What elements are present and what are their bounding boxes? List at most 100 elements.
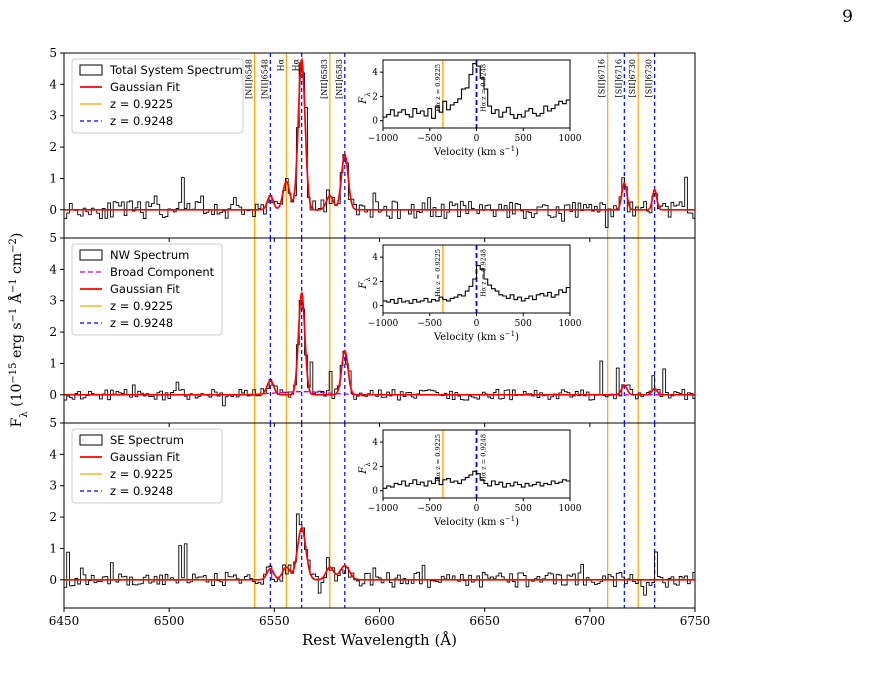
inset-x-label-exp: −1 [505,330,515,338]
inset-y-label: Fλ [358,277,372,290]
legend-label: z = 0.9225 [110,97,173,111]
y-label-close: ) [9,233,25,238]
legend-label: z = 0.9248 [110,316,173,330]
line-label: [NII]6548 [260,59,269,99]
legend-label: Gaussian Fit [110,80,180,94]
y-tick-label: 0 [49,388,57,402]
y-label-exp: −15 [8,362,19,383]
inset-z1-label: Hα z = 0.9225 [434,434,442,482]
inset-y-label: Fλ [358,462,372,475]
legend-box [71,58,244,134]
y-axis-label: Fλ (10−15 erg s−1 Å−1 cm−2) [7,233,30,428]
inset-y-tick-label: 0 [372,117,378,127]
x-tick-label: 6650 [469,614,500,628]
legend-label: SE Spectrum [110,433,184,447]
line-label: Hα [292,58,301,71]
inset-x-tick-label: 500 [515,134,532,144]
x-tick-label: 6750 [680,614,711,628]
legend-box [71,428,223,504]
legend: SE Spectrum Gaussian Fit z = 0.9225 z = 0.9… [71,428,223,504]
inset-y-tick-label: 2 [372,462,378,472]
y-tick-label: 2 [49,510,57,524]
inset-z1-label: Hα z = 0.9225 [434,64,442,112]
inset-z2-label: Hα z = 0.9248 [480,249,488,297]
page-number: 9 [842,7,853,27]
inset-spectrum [383,265,570,304]
inset-y-tick-label: 2 [372,92,378,102]
line-label: [NII]6548 [245,59,254,99]
x-tick-label: 6450 [49,614,80,628]
legend: Total System Spectrum Gaussian Fit z = 0.9… [71,58,244,134]
x-axis-label: Rest Wavelength (Å) [302,631,457,649]
legend-swatch-spectrum [79,64,103,76]
y-tick-label: 4 [49,447,57,461]
inset-z2-label: Hα z = 0.9248 [480,64,488,112]
y-tick-label: 4 [49,77,57,91]
inset-x-tick-label: 1000 [559,504,582,514]
gaussian-fit-line [64,291,695,396]
y-label-lambda: λ [19,411,30,418]
inset-panel: 0 2 4 −1000 −500 0 500 1000 Velocity (km s−1) Fλ H… [358,59,582,158]
legend-label: Total System Spectrum [109,63,243,77]
inset-x-tick-label: 1000 [559,134,582,144]
x-tick-label: 6500 [154,614,185,628]
legend-label: z = 0.9248 [110,114,173,128]
legend-label: NW Spectrum [110,248,189,262]
spectrum-line [64,513,695,596]
inset-panel: 0 2 4 −1000 −500 0 500 1000 Velocity (km s−1) Fλ H… [358,244,582,343]
inset-y-tick-label: 2 [372,277,378,287]
inset-x-label: Velocity (km s−1) [433,145,519,158]
y-tick-label: 3 [49,294,57,308]
line-label: Hα [276,58,285,71]
y-tick-label: 0 [49,573,57,587]
x-tick-label: 6550 [259,614,290,628]
legend-label: z = 0.9225 [110,467,173,481]
y-tick-label: 2 [49,325,57,339]
y-label-ang-exp: −1 [8,278,19,293]
axes-layer: 0 1 2 3 4 5 [NII]6548 [NII]6548 Hα Hα [NII]6583 [NI… [7,46,710,649]
y-label-cm: cm [9,253,25,279]
inset-x-label: Velocity (km s−1) [433,515,519,528]
inset-y-label-sub: λ [364,277,372,282]
inset-panel: 0 2 4 −1000 −500 0 500 1000 Velocity (km s−1) Fλ H… [358,429,582,528]
y-tick-label: 0 [49,203,57,217]
inset-y-label-sub: λ [364,462,372,467]
line-label: [SII]6716 [598,59,607,97]
panel-1 [64,53,695,238]
inset-spectrum [383,470,570,489]
inset-y-label: Fλ [358,92,372,105]
legend-label: Gaussian Fit [110,282,180,296]
y-tick-label: 1 [49,171,57,185]
inset-y-label-sub: λ [364,92,372,97]
legend-box [71,243,223,336]
inset-z2-label: Hα z = 0.9248 [480,434,488,482]
y-tick-label: 2 [49,140,57,154]
panel-3 [64,423,695,608]
y-label-erg-exp: −1 [8,308,19,323]
y-tick-label: 5 [49,416,57,430]
spectrum-line [64,300,695,407]
inset-x-tick-label: −500 [417,504,442,514]
line-label: [NII]6583 [320,59,329,99]
inset-y-tick-label: 0 [372,302,378,312]
y-label-cm-exp: −2 [8,238,19,253]
inset-x-label-close: ) [515,517,519,528]
inset-y-tick-label: 0 [372,487,378,497]
inset-x-tick-label: 0 [474,319,480,329]
line-label: [NII]6583 [335,59,344,99]
gaussian-fit-line [64,57,695,211]
panel-2 [64,238,695,423]
y-tick-label: 4 [49,262,57,276]
gaussian-fit-line [64,527,695,581]
inset-x-tick-label: 0 [474,134,480,144]
legend-label: Gaussian Fit [110,450,180,464]
inset-x-label-close: ) [515,147,519,158]
legend-swatch-spectrum [79,434,103,446]
y-tick-label: 3 [49,479,57,493]
inset-x-tick-label: −500 [417,134,442,144]
inset-x-tick-label: −1000 [368,134,399,144]
line-label: [SII]6716 [614,59,623,97]
legend-label: z = 0.9248 [110,484,173,498]
inset-x-tick-label: −1000 [368,504,399,514]
